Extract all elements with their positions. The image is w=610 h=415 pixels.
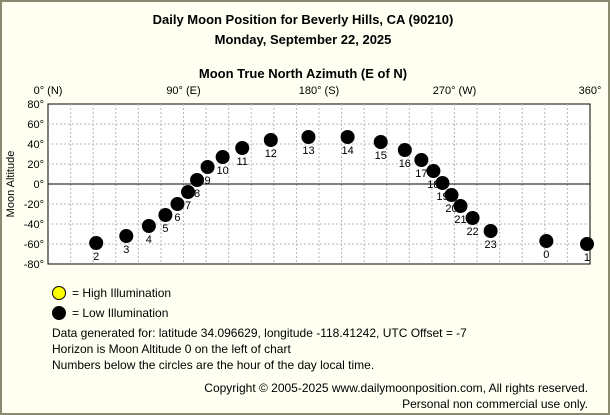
hour-label: 6	[174, 212, 180, 224]
x-tick-label: 0° (N)	[34, 85, 63, 97]
y-tick-label: -60°	[24, 239, 44, 251]
y-tick-label: 20°	[27, 159, 44, 171]
y-tick-label: 0°	[33, 179, 44, 191]
license-note: Personal non commercial use only.	[402, 397, 588, 411]
x-tick-label: 270° (W)	[433, 85, 477, 97]
x-tick-label: 90° (E)	[166, 85, 200, 97]
moon-point	[426, 164, 441, 178]
hour-label: 15	[375, 150, 387, 162]
moon-point	[444, 188, 459, 202]
legend-low-label: = Low Illumination	[72, 306, 169, 320]
moon-point	[414, 153, 429, 167]
y-tick-label: 40°	[27, 139, 44, 151]
copyright: Copyright © 2005-2025 www.dailymoonposit…	[204, 381, 588, 395]
hour-label: 4	[146, 234, 152, 246]
hour-label: 9	[205, 175, 211, 187]
hour-label: 17	[415, 168, 427, 180]
hour-label: 7	[185, 200, 191, 212]
hour-label: 21	[454, 214, 466, 226]
hour-label: 16	[399, 158, 411, 170]
moon-point	[158, 208, 173, 222]
moon-point	[119, 229, 134, 243]
note-hours: Numbers below the circles are the hour o…	[52, 358, 375, 372]
moon-point	[89, 236, 104, 250]
hour-label: 3	[123, 244, 129, 256]
hour-label: 5	[162, 223, 168, 235]
moon-point	[483, 224, 498, 238]
moon-point	[301, 130, 316, 144]
hour-label: 2	[93, 251, 99, 263]
y-tick-label: 60°	[27, 119, 44, 131]
x-axis-label: Moon True North Azimuth (E of N)	[198, 66, 408, 81]
hour-label: 14	[341, 145, 353, 157]
hour-label: 12	[265, 148, 277, 160]
note-horizon: Horizon is Moon Altitude 0 on the left o…	[52, 342, 291, 356]
moon-point	[340, 130, 355, 144]
moon-point	[465, 211, 480, 225]
hour-label: 8	[194, 188, 200, 200]
moon-point	[190, 173, 205, 187]
chart-subtitle: Monday, September 22, 2025	[214, 32, 392, 47]
moon-point	[181, 185, 196, 199]
note-location: Data generated for: latitude 34.096629, …	[52, 326, 467, 340]
moon-point	[263, 133, 278, 147]
hour-label: 1	[584, 252, 590, 264]
hour-label: 23	[485, 239, 497, 251]
legend-low: = Low Illumination	[52, 306, 168, 320]
moon-point	[397, 143, 412, 157]
chart-title: Daily Moon Position for Beverly Hills, C…	[152, 12, 454, 27]
y-tick-label: 80°	[27, 99, 44, 111]
moon-point	[579, 237, 594, 251]
moon-point	[453, 199, 468, 213]
moon-point	[170, 197, 185, 211]
hour-label: 22	[466, 226, 478, 238]
y-axis-label: Moon Altitude	[5, 151, 17, 218]
y-tick-label: -80°	[24, 259, 44, 271]
low-illumination-swatch	[52, 306, 66, 320]
legend-high-label: = High Illumination	[72, 286, 172, 300]
hour-label: 13	[302, 145, 314, 157]
moon-point	[435, 176, 450, 190]
y-tick-label: -40°	[24, 219, 44, 231]
hour-label: 0	[543, 249, 549, 261]
moon-point	[141, 219, 156, 233]
moon-point	[235, 141, 250, 155]
moon-point	[373, 135, 388, 149]
y-tick-label: -20°	[24, 199, 44, 211]
moon-point	[200, 160, 215, 174]
moon-point	[215, 150, 230, 164]
hour-label: 10	[217, 165, 229, 177]
legend-high: = High Illumination	[52, 286, 171, 300]
high-illumination-swatch	[52, 286, 66, 300]
x-tick-label: 360°	[579, 85, 602, 97]
hour-label: 11	[237, 156, 248, 168]
x-tick-label: 180° (S)	[299, 85, 339, 97]
moon-point	[539, 234, 554, 248]
